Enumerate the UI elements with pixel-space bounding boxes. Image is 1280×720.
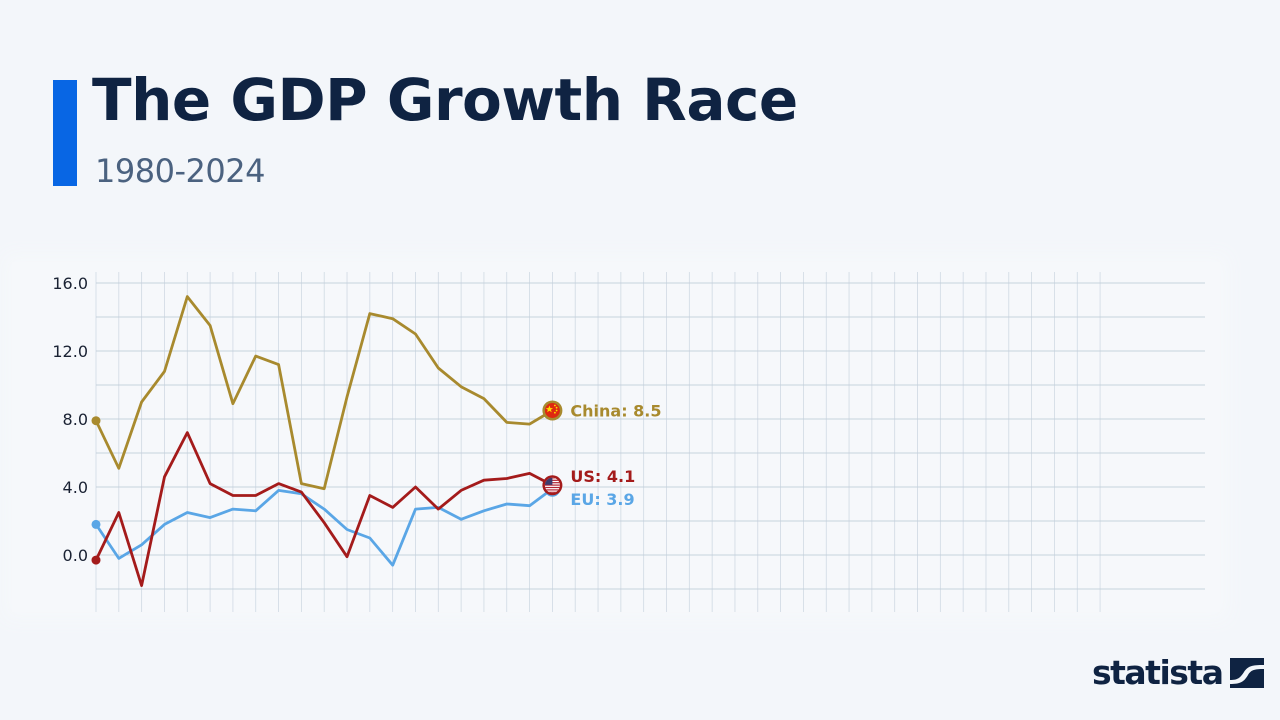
y-tick-label: 0.0 xyxy=(63,546,88,565)
us-line xyxy=(94,431,554,587)
y-tick-label: 16.0 xyxy=(52,274,88,293)
y-axis: 0.0 4.0 8.0 12.0 16.0 xyxy=(52,274,88,565)
y-tick-label: 4.0 xyxy=(63,478,88,497)
china-start-dot xyxy=(91,416,101,426)
statista-logo: statista xyxy=(1092,653,1265,692)
eu-line xyxy=(94,487,554,567)
china-end-label: China: 8.5 xyxy=(570,402,661,421)
chart-markers xyxy=(91,400,563,565)
eu-start-dot xyxy=(91,519,101,529)
statista-wave-icon xyxy=(1230,658,1265,688)
eu-end-label: EU: 3.9 xyxy=(570,490,634,509)
us-end-label: US: 4.1 xyxy=(570,467,635,486)
chart-series xyxy=(94,295,554,587)
chart-subtitle: 1980-2024 xyxy=(95,152,265,190)
china-line xyxy=(94,295,554,491)
y-tick-label: 12.0 xyxy=(52,342,88,361)
logo-text: statista xyxy=(1092,653,1224,692)
chart-panel xyxy=(12,262,1220,612)
y-tick-label: 8.0 xyxy=(63,410,88,429)
us-start-dot xyxy=(91,555,101,565)
chart-grid xyxy=(95,272,1205,612)
end-labels: China: 8.5 US: 4.1 EU: 3.9 xyxy=(570,402,661,510)
chart-title: The GDP Growth Race xyxy=(92,66,798,134)
title-accent-bar xyxy=(53,80,77,186)
